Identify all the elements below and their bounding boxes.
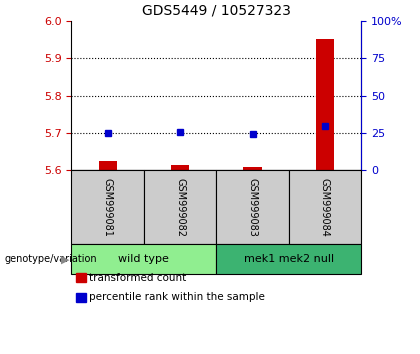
Text: mek1 mek2 null: mek1 mek2 null (244, 254, 334, 264)
Bar (99, 161, 117, 170)
Bar (316, 39, 334, 170)
Text: genotype/variation: genotype/variation (4, 254, 97, 264)
Text: wild type: wild type (118, 254, 169, 264)
Text: GSM999084: GSM999084 (320, 178, 330, 236)
Title: GDS5449 / 10527323: GDS5449 / 10527323 (142, 3, 291, 17)
Bar (171, 165, 189, 170)
Bar (244, 167, 262, 170)
Text: GSM999082: GSM999082 (175, 178, 185, 236)
Text: transformed count: transformed count (89, 273, 187, 282)
Text: percentile rank within the sample: percentile rank within the sample (89, 292, 265, 302)
Text: GSM999081: GSM999081 (102, 178, 113, 236)
Text: ▶: ▶ (61, 254, 69, 264)
Text: GSM999083: GSM999083 (247, 178, 257, 236)
